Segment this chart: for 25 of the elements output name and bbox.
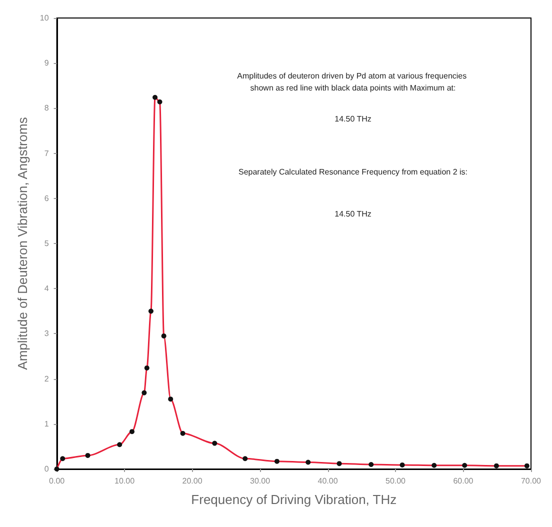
annotation: Separately Calculated Resonance Frequency from equation 2 is:	[238, 168, 468, 176]
x-tick-label: 0.00	[49, 476, 66, 486]
x-tick-label: 30.00	[250, 476, 271, 486]
y-tick-label: 5	[44, 239, 50, 248]
x-axis-title: Frequency of Driving Vibration, THz	[191, 492, 397, 507]
x-tick-label: 60.00	[453, 476, 474, 486]
y-tick-label: 3	[44, 329, 50, 338]
annotation: Amplitudes of deuteron driven by Pd atom at various frequencies shown as red line with black data points with Maximum at:	[237, 72, 469, 92]
x-tick-label: 20.00	[182, 476, 203, 486]
x-tick-label: 50.00	[385, 476, 406, 486]
y-tick-label: 4	[44, 284, 50, 294]
y-tick-label: 6	[44, 194, 50, 203]
y-tick-label: 10	[40, 14, 50, 22]
annotation: 14.50 THz	[334, 114, 372, 124]
x-tick-label: 10.00	[114, 476, 136, 486]
x-tick-label: 40.00	[318, 476, 338, 486]
y-tick-label: 9	[44, 58, 50, 68]
annotation: 14.50 THz	[334, 210, 372, 218]
y-tick-label: 7	[44, 148, 50, 158]
x-tick-label: 70.00	[520, 476, 542, 486]
y-tick-label: 0	[44, 464, 50, 474]
y-tick-label: 1	[44, 419, 50, 428]
y-tick-label: 8	[44, 104, 50, 113]
y-axis-title: Amplitude of Deuteron Vibration, Angstroms	[15, 116, 30, 370]
y-tick-label: 2	[44, 374, 50, 384]
